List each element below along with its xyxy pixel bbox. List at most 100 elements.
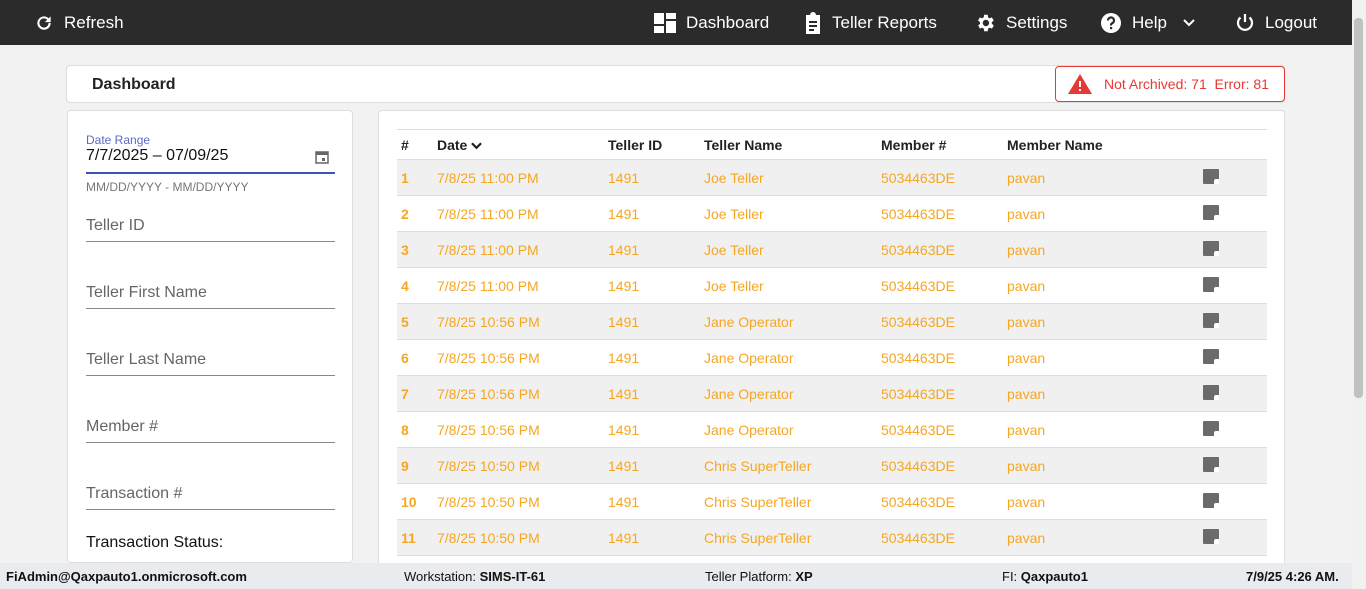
row-teller-id: 1491 [604, 483, 700, 520]
power-icon [1236, 13, 1254, 31]
row-member-name: pavan [1003, 411, 1199, 448]
row-actions [1199, 159, 1267, 196]
row-number: 9 [397, 447, 433, 484]
row-member-number: 5034463DE [877, 411, 1003, 448]
nav-help[interactable]: Help [1100, 0, 1195, 45]
row-date: 7/8/25 11:00 PM [433, 159, 604, 196]
row-date: 7/8/25 10:56 PM [433, 339, 604, 376]
row-date: 7/8/25 10:50 PM [433, 447, 604, 484]
col-member-name: Member Name [1003, 129, 1199, 160]
row-member-number: 5034463DE [877, 267, 1003, 304]
row-actions [1199, 411, 1267, 448]
teller-reports-label: Teller Reports [832, 12, 937, 32]
col-date[interactable]: Date [433, 129, 604, 160]
table-row[interactable]: 11 7/8/25 10:50 PM 1491 Chris SuperTeller 50… [397, 519, 1267, 556]
row-actions [1199, 519, 1267, 556]
row-member-number: 5034463DE [877, 303, 1003, 340]
member-number-input[interactable]: Member # [86, 418, 335, 443]
row-teller-id: 1491 [604, 519, 700, 556]
top-nav: Refresh Dashboard Teller Reports Setting… [0, 0, 1352, 45]
table-row[interactable]: 9 7/8/25 10:50 PM 1491 Chris SuperTeller 503… [397, 447, 1267, 484]
chevron-down-icon [1183, 18, 1195, 26]
row-teller-id: 1491 [604, 411, 700, 448]
warning-icon [1068, 74, 1092, 94]
settings-label: Settings [1006, 12, 1068, 32]
row-teller-name: Chris SuperTeller [700, 519, 877, 556]
col-date-label: Date [437, 136, 468, 153]
workstation-value: SIMS-IT-61 [479, 569, 546, 584]
row-member-name: pavan [1003, 231, 1199, 268]
note-icon[interactable] [1203, 528, 1219, 544]
transactions-panel: # Date Teller ID Teller Name Member # Me… [378, 110, 1285, 563]
date-range-input[interactable]: 7/7/2025 – 07/09/25 [86, 147, 335, 174]
row-actions [1199, 483, 1267, 520]
note-icon[interactable] [1203, 276, 1219, 292]
table-row[interactable]: 4 7/8/25 11:00 PM 1491 Joe Teller 5034463DE p… [397, 267, 1267, 304]
table-row[interactable]: 10 7/8/25 10:50 PM 1491 Chris SuperTeller 50… [397, 483, 1267, 520]
fi-label: FI: [1002, 569, 1021, 584]
transactions-table: # Date Teller ID Teller Name Member # Me… [397, 129, 1267, 556]
table-row[interactable]: 2 7/8/25 11:00 PM 1491 Joe Teller 5034463DE p… [397, 195, 1267, 232]
row-member-number: 5034463DE [877, 519, 1003, 556]
row-member-number: 5034463DE [877, 339, 1003, 376]
row-teller-id: 1491 [604, 159, 700, 196]
row-date: 7/8/25 11:00 PM [433, 231, 604, 268]
row-actions [1199, 303, 1267, 340]
row-date: 7/8/25 10:56 PM [433, 375, 604, 412]
teller-id-input[interactable]: Teller ID [86, 217, 335, 242]
row-teller-id: 1491 [604, 195, 700, 232]
status-bar: FiAdmin@Qaxpauto1.onmicrosoft.com Workst… [0, 563, 1352, 589]
platform-label: Teller Platform: [705, 569, 796, 584]
transaction-number-input[interactable]: Transaction # [86, 485, 335, 510]
scrollbar-thumb[interactable] [1354, 18, 1363, 398]
table-row[interactable]: 8 7/8/25 10:56 PM 1491 Jane Operator 5034463… [397, 411, 1267, 448]
table-row[interactable]: 3 7/8/25 11:00 PM 1491 Joe Teller 5034463DE p… [397, 231, 1267, 268]
row-date: 7/8/25 10:56 PM [433, 411, 604, 448]
table-row[interactable]: 1 7/8/25 11:00 PM 1491 Joe Teller 5034463DE p… [397, 159, 1267, 196]
row-member-name: pavan [1003, 159, 1199, 196]
clipboard-icon [806, 11, 820, 34]
help-label: Help [1132, 12, 1167, 32]
teller-first-name-input[interactable]: Teller First Name [86, 284, 335, 309]
row-teller-name: Chris SuperTeller [700, 483, 877, 520]
col-actions [1199, 129, 1267, 160]
table-row[interactable]: 7 7/8/25 10:56 PM 1491 Jane Operator 5034463… [397, 375, 1267, 412]
table-row[interactable]: 5 7/8/25 10:56 PM 1491 Jane Operator 5034463… [397, 303, 1267, 340]
row-member-number: 5034463DE [877, 447, 1003, 484]
row-teller-name: Jane Operator [700, 375, 877, 412]
teller-last-name-input[interactable]: Teller Last Name [86, 351, 335, 376]
row-actions [1199, 447, 1267, 484]
row-teller-name: Joe Teller [700, 159, 877, 196]
note-icon[interactable] [1203, 420, 1219, 436]
calendar-icon[interactable] [315, 150, 329, 164]
note-icon[interactable] [1203, 384, 1219, 400]
row-member-name: pavan [1003, 267, 1199, 304]
row-teller-id: 1491 [604, 447, 700, 484]
row-actions [1199, 339, 1267, 376]
note-icon[interactable] [1203, 168, 1219, 184]
archive-status-alert[interactable]: Not Archived: 71 Error: 81 [1055, 66, 1285, 102]
alert-text: Not Archived: 71 Error: 81 [1104, 76, 1269, 92]
note-icon[interactable] [1203, 348, 1219, 364]
transaction-status-label: Transaction Status: [86, 534, 224, 551]
row-number: 10 [397, 483, 433, 520]
row-member-name: pavan [1003, 375, 1199, 412]
note-icon[interactable] [1203, 456, 1219, 472]
row-actions [1199, 267, 1267, 304]
help-icon [1101, 12, 1121, 33]
row-number: 5 [397, 303, 433, 340]
note-icon[interactable] [1203, 492, 1219, 508]
row-number: 11 [397, 519, 433, 556]
nav-teller-reports[interactable]: Teller Reports [804, 0, 937, 45]
nav-dashboard[interactable]: Dashboard [654, 0, 769, 45]
logout-button[interactable]: Logout [1235, 0, 1317, 45]
row-date: 7/8/25 11:00 PM [433, 195, 604, 232]
note-icon[interactable] [1203, 204, 1219, 220]
refresh-button[interactable]: Refresh [34, 0, 124, 45]
row-date: 7/8/25 11:00 PM [433, 267, 604, 304]
fi-info: FI: Qaxpauto1 [1002, 569, 1088, 584]
nav-settings[interactable]: Settings [974, 0, 1067, 45]
table-row[interactable]: 6 7/8/25 10:56 PM 1491 Jane Operator 5034463… [397, 339, 1267, 376]
note-icon[interactable] [1203, 240, 1219, 256]
note-icon[interactable] [1203, 312, 1219, 328]
